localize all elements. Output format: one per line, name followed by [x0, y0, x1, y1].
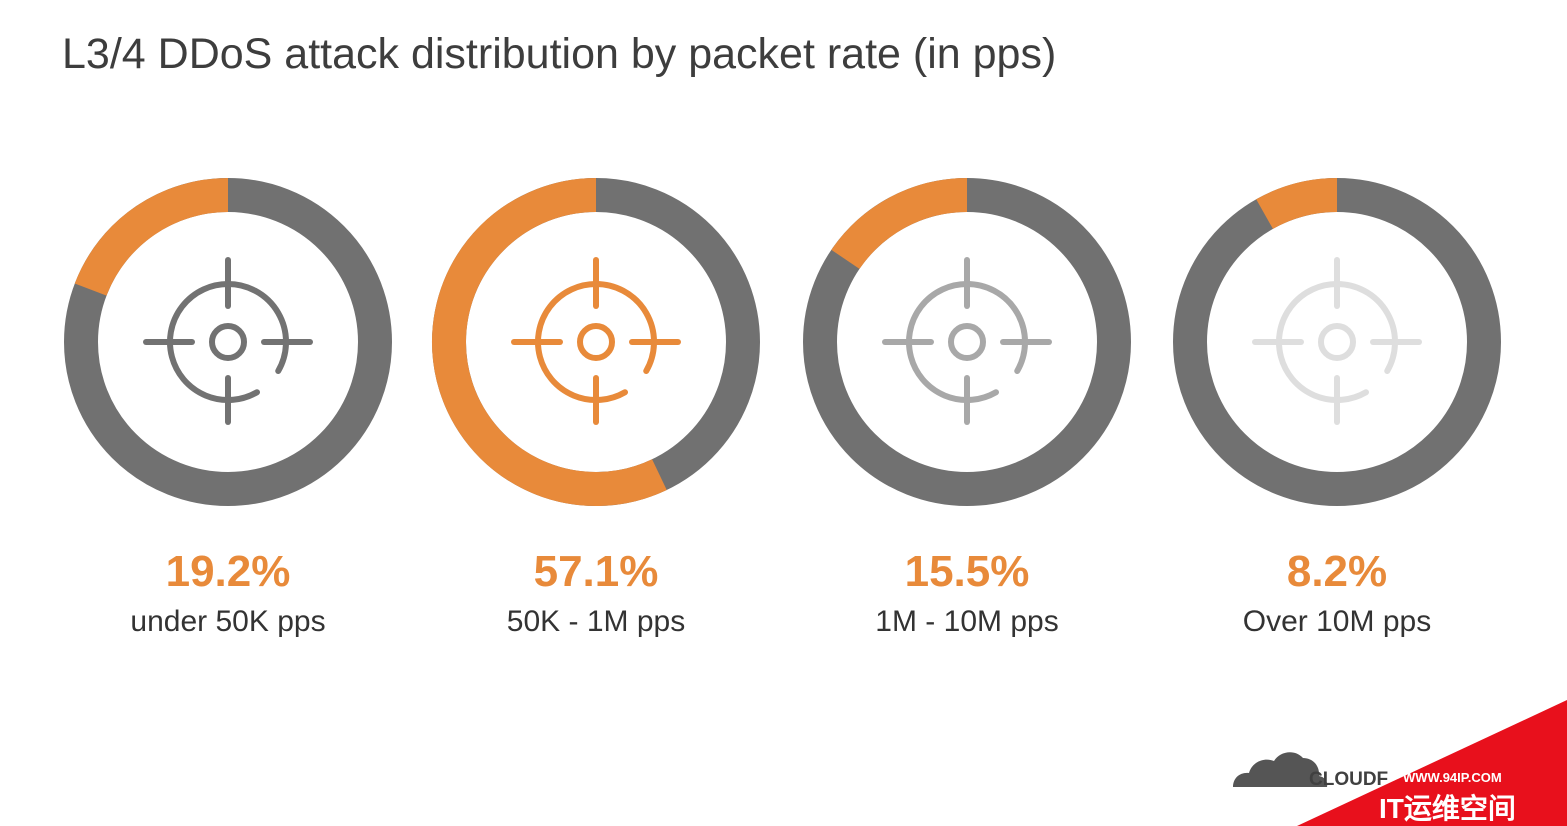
- value-label: 15.5%: [905, 547, 1030, 596]
- cloudflare-logo: CLOUDF WWW.94IP.COM IT运维空间: [1233, 700, 1567, 826]
- value-label: 8.2%: [1287, 547, 1387, 596]
- crosshair-icon: [1252, 257, 1422, 425]
- crosshair-icon: [882, 257, 1052, 425]
- category-label: Over 10M pps: [1243, 605, 1431, 638]
- crosshair-icon: [143, 257, 313, 425]
- watermark-banner: [1297, 700, 1567, 826]
- watermark-name: IT运维空间: [1379, 792, 1516, 824]
- donut-track: [1173, 178, 1501, 506]
- watermark-url: WWW.94IP.COM: [1403, 770, 1502, 785]
- donut-gauge: 57.1% 50K - 1M pps: [432, 178, 760, 638]
- donut-segment: [74, 178, 229, 297]
- cloud-icon: [1233, 752, 1328, 787]
- donut-segment: [831, 178, 968, 270]
- category-label: 50K - 1M pps: [507, 605, 685, 638]
- category-label: 1M - 10M pps: [875, 605, 1058, 638]
- donut-gauge: 8.2% Over 10M pps: [1173, 178, 1501, 638]
- logo-brand-text: CLOUDF: [1309, 769, 1388, 790]
- chart-title: L3/4 DDoS attack distribution by packet …: [62, 30, 1057, 78]
- value-label: 57.1%: [534, 547, 659, 596]
- donut-gauge: 15.5% 1M - 10M pps: [803, 178, 1131, 638]
- donut-segment: [432, 178, 667, 506]
- donut-segment: [1256, 178, 1338, 230]
- category-label: under 50K pps: [130, 605, 325, 638]
- value-label: 19.2%: [166, 547, 291, 596]
- crosshair-icon: [511, 257, 681, 425]
- donut-gauge: 19.2% under 50K pps: [64, 178, 392, 638]
